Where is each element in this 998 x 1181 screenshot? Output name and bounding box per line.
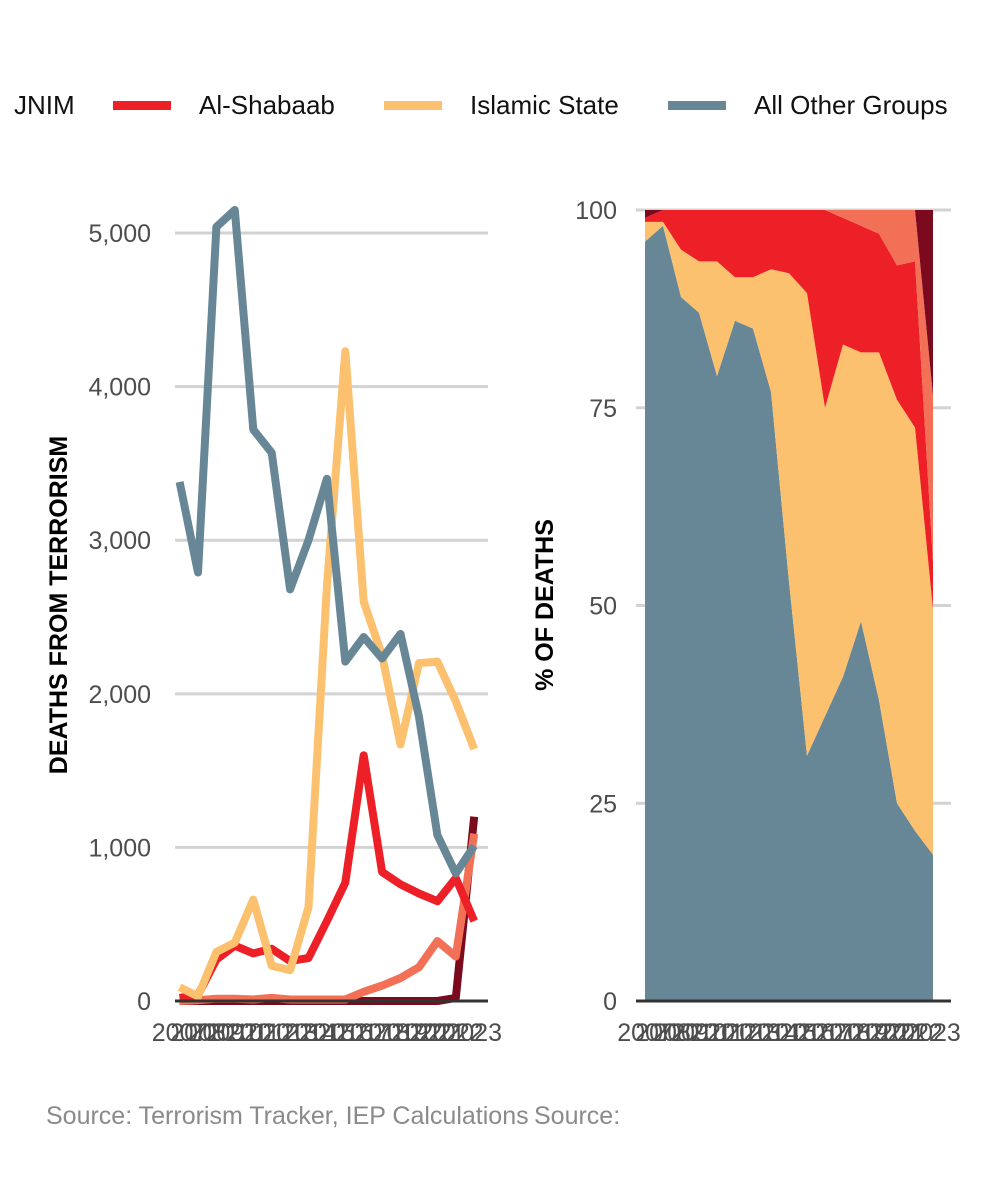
series-line-islamic-state [177,347,478,1001]
y-axis-label-left: DEATHS FROM TERRORISM [45,436,73,774]
x-tick-label-left-2022: 2022 [428,1019,484,1047]
y-tick-label-left-1000: 1,000 [88,834,151,862]
x-tick-label-right-2018: 2018 [815,1019,871,1047]
x-tick-label-right-2021: 2021 [869,1019,925,1047]
x-tick-label-left-2009: 2009 [189,1019,245,1047]
x-tick-label-left-2017: 2017 [336,1019,392,1047]
series-area-other-group [645,210,933,562]
x-tick-label-left-2010: 2010 [207,1019,263,1047]
x-tick-label-right-2009: 2009 [653,1019,709,1047]
deaths-line-chart: 01,0002,0003,0004,0005,00020072009201120… [45,206,502,1047]
legend-item-al-shabaab: Al-Shabaab [113,82,335,128]
legend-swatch-all-other-groups [668,100,726,110]
y-tick-label-right-25: 25 [589,790,617,818]
y-tick-label-right-100: 100 [575,197,617,225]
legend: JNIM Al-Shabaab Islamic State All Other … [0,82,998,128]
x-tick-label-left-2007: 2007 [152,1019,208,1047]
source-note: Source: Terrorism Tracker, IEP Calculati… [46,1102,529,1130]
x-tick-label-left-2012: 2012 [244,1019,300,1047]
x-tick-label-left-2013: 2013 [262,1019,318,1047]
legend-label-all-other-groups: All Other Groups [754,89,948,120]
legend-swatch-al-shabaab [113,100,171,110]
series-area-islamic-state [645,221,933,855]
series-line-al-shabaab [178,751,478,1002]
x-tick-label-right-2023: 2023 [905,1019,961,1047]
x-tick-label-right-2008: 2008 [635,1019,691,1047]
x-tick-label-right-2016: 2016 [779,1019,835,1047]
x-tick-label-right-2007: 2007 [617,1019,673,1047]
y-tick-label-left-3000: 3,000 [88,527,151,555]
legend-swatch-islamic-state [384,100,442,110]
x-tick-label-right-2022: 2022 [887,1019,943,1047]
x-tick-label-left-2016: 2016 [317,1019,373,1047]
legend-label-islamic-state: Islamic State [470,89,619,120]
x-tick-label-left-2019: 2019 [373,1019,429,1047]
x-tick-label-left-2018: 2018 [354,1019,410,1047]
x-tick-label-left-2021: 2021 [410,1019,466,1047]
y-tick-label-right-50: 50 [589,593,617,621]
x-tick-label-left-2020: 2020 [391,1019,447,1047]
y-tick-label-left-2000: 2,000 [88,681,151,709]
x-tick-label-left-2008: 2008 [170,1019,226,1047]
x-tick-label-right-2015: 2015 [761,1019,817,1047]
y-tick-label-left-0: 0 [137,988,151,1016]
series-area-al-shabaab [645,210,933,610]
x-tick-label-left-2015: 2015 [299,1019,355,1047]
x-tick-label-right-2010: 2010 [671,1019,727,1047]
y-tick-label-right-0: 0 [603,988,617,1016]
x-tick-label-left-2014: 2014 [281,1019,337,1047]
x-tick-label-right-2013: 2013 [725,1019,781,1047]
share-area-chart: 0255075100200720092011201320152017201920… [531,197,961,1047]
legend-label-al-shabaab: Al-Shabaab [199,89,335,120]
legend-item-all-other-groups: All Other Groups [668,82,948,128]
x-tick-label-right-2014: 2014 [743,1019,799,1047]
y-tick-label-right-75: 75 [589,395,617,423]
x-tick-label-right-2017: 2017 [797,1019,853,1047]
x-tick-label-right-2011: 2011 [690,1019,744,1047]
x-tick-label-right-2019: 2019 [833,1019,889,1047]
series-line-all-other [175,206,478,878]
legend-label-jnim: JNIM [14,89,75,120]
y-axis-label-right: % OF DEATHS [531,519,559,691]
x-tick-label-left-2011: 2011 [226,1019,280,1047]
legend-item-islamic-state: Islamic State [384,82,619,128]
source-note-right: Source: [534,1102,621,1130]
series-line-jnim [179,816,479,1005]
x-tick-label-left-2023: 2023 [446,1019,502,1047]
legend-item-jnim: JNIM [14,82,75,128]
y-tick-label-left-5000: 5,000 [88,220,151,248]
y-tick-label-left-4000: 4,000 [88,374,151,402]
x-tick-label-right-2020: 2020 [851,1019,907,1047]
x-tick-label-right-2012: 2012 [707,1019,763,1047]
series-area-all-other [645,225,933,1002]
